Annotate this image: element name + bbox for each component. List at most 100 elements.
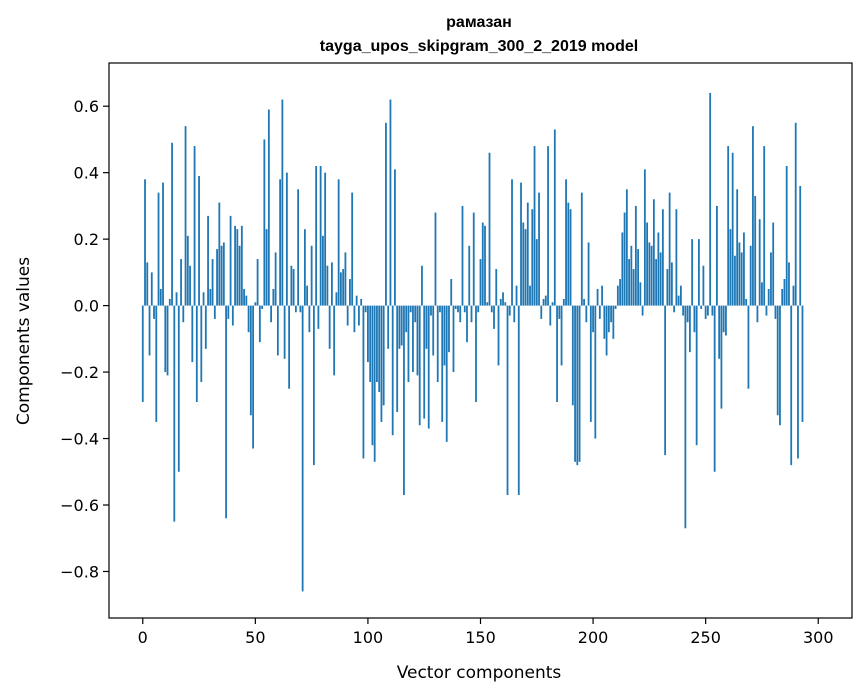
bar — [547, 146, 549, 306]
bar — [153, 305, 155, 319]
bar — [781, 288, 784, 306]
bar — [484, 225, 486, 306]
bar — [463, 305, 466, 313]
bar-series — [141, 92, 804, 592]
bar — [675, 209, 678, 306]
bar — [238, 245, 241, 306]
x-tick-label: 200 — [578, 628, 609, 647]
bar — [585, 305, 588, 323]
bar — [520, 182, 522, 306]
bar — [448, 305, 450, 353]
bar — [225, 305, 227, 519]
bar — [666, 269, 669, 306]
bar — [565, 179, 567, 306]
bar — [290, 265, 293, 306]
x-tick-label: 0 — [138, 628, 148, 647]
bar — [454, 305, 457, 309]
bar — [189, 265, 191, 306]
bar — [720, 305, 723, 409]
bar — [504, 302, 507, 306]
bar — [245, 295, 248, 306]
bar — [299, 305, 302, 313]
bar — [578, 305, 581, 462]
bar — [734, 255, 736, 306]
bar — [177, 305, 180, 472]
bar — [709, 92, 712, 306]
bar — [785, 166, 788, 306]
bar — [646, 222, 649, 306]
bar — [659, 252, 662, 306]
bar — [628, 259, 631, 306]
bar — [261, 305, 264, 309]
bar — [634, 205, 637, 306]
bar — [150, 272, 153, 306]
bar — [725, 305, 727, 336]
bar — [594, 305, 597, 439]
bar — [576, 305, 579, 466]
bar — [288, 305, 291, 389]
bar — [279, 179, 282, 306]
x-tick-label: 100 — [353, 628, 384, 647]
bar — [274, 252, 277, 306]
bar — [736, 189, 739, 306]
bar — [335, 292, 338, 306]
y-axis-label: Components values — [14, 257, 34, 425]
bar — [204, 305, 207, 349]
bar — [508, 305, 511, 316]
bar — [605, 305, 608, 356]
bar — [333, 305, 336, 376]
y-tick-label: −0.4 — [60, 430, 99, 449]
bar — [405, 305, 408, 333]
bar — [610, 305, 612, 323]
bar — [195, 305, 198, 402]
bar — [355, 295, 358, 306]
bar — [767, 288, 770, 306]
bar — [612, 305, 615, 339]
bar — [200, 305, 203, 383]
chart-subtitle: tayga_upos_skipgram_300_2_2019 model — [320, 38, 638, 55]
bar — [596, 288, 599, 306]
bar — [704, 305, 707, 319]
bar — [380, 305, 383, 422]
bar — [522, 222, 525, 306]
bar — [707, 305, 709, 316]
bar — [740, 252, 743, 306]
y-tick-label: −0.2 — [60, 363, 99, 382]
bar — [560, 305, 563, 366]
bar — [222, 242, 225, 306]
bar — [389, 99, 392, 306]
bar — [326, 265, 329, 306]
bar — [191, 305, 194, 363]
bar — [171, 142, 173, 306]
bar — [229, 215, 232, 306]
bar — [655, 259, 658, 306]
bar — [794, 122, 797, 306]
bar — [538, 192, 540, 306]
bar — [396, 305, 399, 412]
bar — [220, 245, 223, 306]
bar — [625, 189, 628, 306]
bar — [673, 305, 676, 313]
bar — [193, 146, 196, 306]
bar — [227, 305, 230, 319]
bar — [452, 305, 455, 373]
bar — [493, 305, 495, 329]
bar — [506, 305, 509, 496]
bar — [297, 189, 300, 306]
y-tick-label: −0.6 — [60, 496, 99, 515]
bar — [479, 259, 482, 306]
bar — [340, 272, 342, 306]
bar — [391, 305, 394, 436]
bar — [184, 126, 187, 306]
bar — [263, 139, 266, 306]
bar — [745, 298, 748, 306]
bar — [533, 146, 536, 306]
bar — [551, 302, 554, 306]
bar — [731, 152, 734, 306]
bar — [382, 305, 385, 406]
bar — [157, 192, 160, 306]
bar — [421, 265, 423, 306]
bar — [607, 305, 610, 333]
bar — [783, 279, 786, 306]
bar — [387, 305, 390, 349]
